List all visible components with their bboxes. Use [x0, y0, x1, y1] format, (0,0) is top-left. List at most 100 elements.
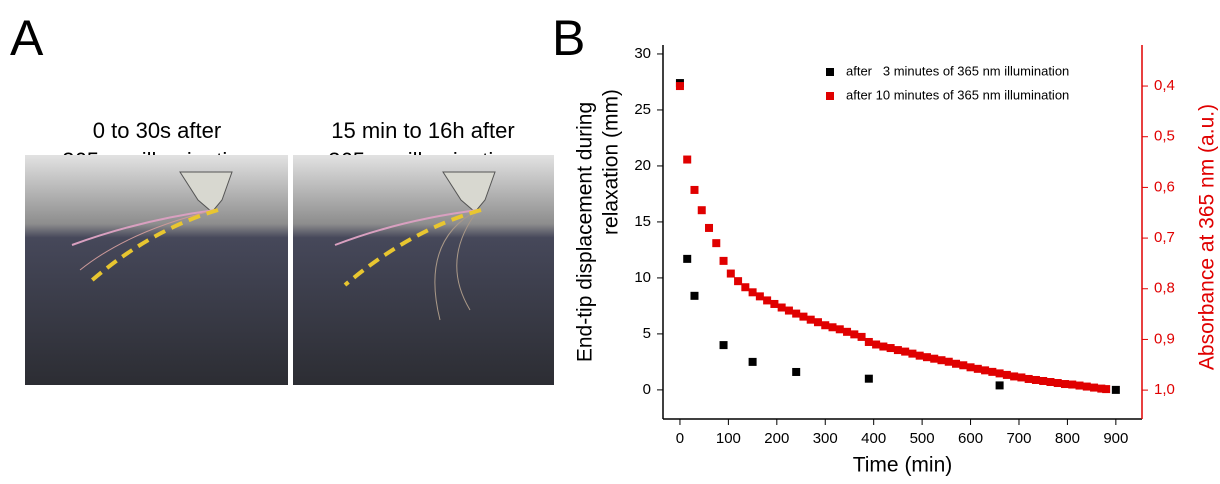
point	[1075, 381, 1084, 390]
y2-axis-label: Absorbance at 365 nm (a.u.)	[1196, 104, 1219, 370]
photo-caption: 15 min to 16h after	[331, 118, 514, 143]
y-tick-label: 30	[634, 45, 651, 62]
point	[966, 363, 975, 372]
point	[973, 364, 982, 373]
point	[690, 185, 699, 194]
point	[915, 351, 924, 360]
point	[1082, 382, 1091, 391]
point	[1102, 385, 1111, 394]
x-tick-label: 600	[958, 430, 983, 447]
point	[1068, 380, 1077, 389]
y-tick-label: 10	[634, 269, 651, 286]
point	[719, 341, 728, 350]
point	[1039, 376, 1048, 385]
point	[770, 299, 779, 308]
point	[726, 269, 735, 278]
x-axis-label: Time (min)	[853, 454, 953, 477]
x-tick-label: 100	[716, 430, 741, 447]
y2-tick-label: 0,6	[1154, 178, 1175, 195]
point	[697, 206, 706, 215]
point	[843, 327, 852, 336]
point	[995, 381, 1004, 390]
x-tick-label: 500	[910, 430, 935, 447]
point	[675, 82, 684, 91]
point	[748, 357, 757, 366]
point	[734, 277, 743, 286]
point	[683, 155, 692, 164]
panel-label: A	[10, 10, 44, 66]
point	[813, 318, 822, 327]
point	[901, 347, 910, 356]
point	[850, 330, 859, 339]
x-tick-label: 800	[1055, 430, 1080, 447]
photo	[25, 155, 288, 385]
point	[879, 342, 888, 351]
point	[988, 367, 997, 376]
point	[944, 357, 953, 366]
y2-tick-label: 0,4	[1154, 77, 1175, 94]
x-tick-label: 300	[813, 430, 838, 447]
point	[705, 223, 714, 232]
point	[763, 296, 772, 305]
photo	[293, 155, 554, 385]
y-tick-label: 0	[643, 381, 651, 398]
point	[1111, 385, 1120, 394]
point	[821, 321, 830, 330]
point	[864, 374, 873, 383]
point	[755, 292, 764, 301]
legend-marker	[826, 92, 834, 100]
y2-tick-label: 0,9	[1154, 330, 1175, 347]
y-axis-label: End-tip displacement during	[574, 102, 597, 362]
point	[741, 283, 750, 292]
point	[828, 323, 837, 332]
point	[784, 306, 793, 315]
point	[690, 291, 699, 300]
point	[952, 359, 961, 368]
point	[886, 344, 895, 353]
point	[1097, 384, 1106, 393]
y-axis-label: relaxation (mm)	[600, 89, 623, 235]
y2-tick-label: 1,0	[1154, 381, 1175, 398]
point	[857, 332, 866, 341]
point	[1053, 379, 1062, 388]
point	[1002, 370, 1011, 379]
point	[792, 309, 801, 318]
y-tick-label: 15	[634, 213, 651, 230]
legend-label: after 3 minutes of 365 nm illumination	[846, 63, 1069, 78]
point	[1031, 375, 1040, 384]
y-tick-label: 5	[643, 325, 651, 342]
point	[1090, 383, 1099, 392]
chart: 0 100 200 300 400 500 600 700 800 900 0 5 10 15 20 25 30…	[574, 45, 1219, 477]
point	[922, 353, 931, 362]
point	[981, 366, 990, 375]
legend-marker	[826, 68, 834, 76]
x-tick-label: 200	[764, 430, 789, 447]
point	[893, 346, 902, 355]
point	[1060, 380, 1069, 389]
point	[835, 325, 844, 334]
legend-label: after 10 minutes of 365 nm illumination	[846, 87, 1069, 102]
point	[937, 356, 946, 365]
point	[908, 349, 917, 358]
point	[1024, 374, 1033, 383]
y2-tick-label: 0,8	[1154, 280, 1175, 297]
x-tick-label: 700	[1006, 430, 1031, 447]
point	[777, 303, 786, 312]
x-tick-label: 400	[861, 430, 886, 447]
y2-tick-label: 0,5	[1154, 128, 1175, 145]
y-tick-label: 20	[634, 157, 651, 174]
point	[792, 367, 801, 376]
point	[712, 239, 721, 248]
point	[959, 361, 968, 370]
photo-caption: 0 to 30s after	[93, 118, 221, 143]
point	[1010, 372, 1019, 381]
x-tick-label: 900	[1103, 430, 1128, 447]
point	[864, 337, 873, 346]
point	[719, 256, 728, 265]
panel-label: B	[552, 10, 585, 66]
point	[683, 254, 692, 263]
y2-tick-label: 0,7	[1154, 229, 1175, 246]
x-tick-label: 0	[676, 430, 684, 447]
point	[1046, 378, 1055, 387]
